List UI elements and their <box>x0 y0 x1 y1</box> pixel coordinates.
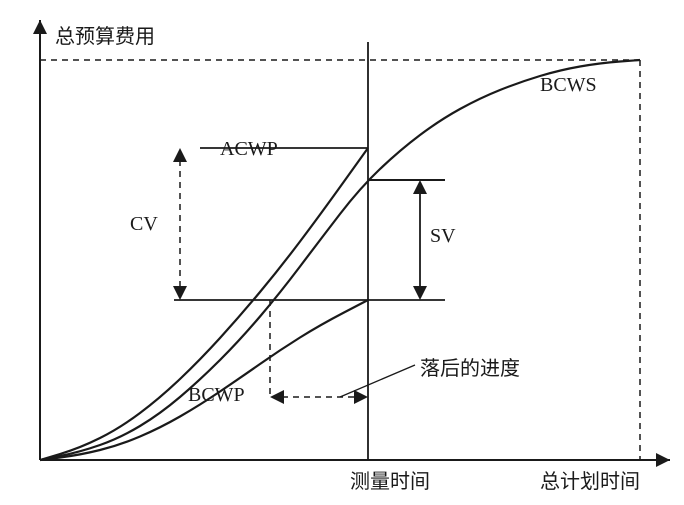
cv-label: CV <box>130 213 158 236</box>
measurement-time-label: 测量时间 <box>350 465 430 494</box>
behind-schedule-label: 落后的进度 <box>420 352 520 381</box>
y-axis-label: 总预算费用 <box>55 20 155 49</box>
bcwp-label: BCWP <box>188 384 245 407</box>
total-plan-time-label: 总计划时间 <box>540 465 640 494</box>
bcws-label: BCWS <box>540 74 597 97</box>
sv-label: SV <box>430 225 456 248</box>
acwp-label: ACWP <box>220 138 278 161</box>
